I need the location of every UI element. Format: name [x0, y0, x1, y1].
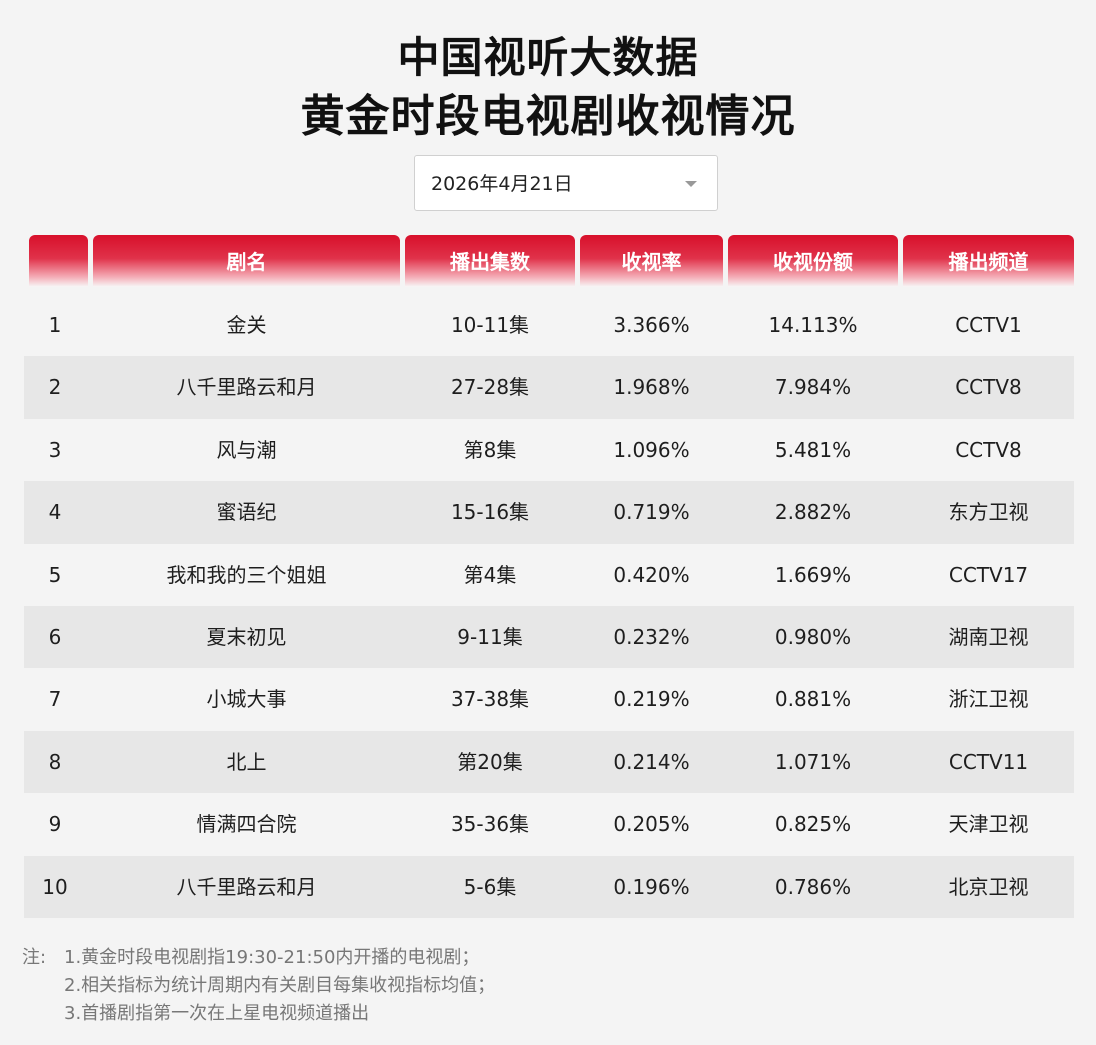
table-row: 3 风与潮 第8集 1.096% 5.481% CCTV8	[24, 419, 1074, 481]
header-rating: 收视率	[580, 235, 723, 287]
cell-rank: 6	[48, 624, 62, 649]
cell-channel: 天津卫视	[948, 812, 1029, 837]
cell-share: 14.113%	[768, 313, 858, 337]
footnote-line: 2.相关指标为统计周期内有关剧目每集收视指标均值；	[64, 975, 496, 996]
header-share: 收视份额	[728, 235, 898, 287]
cell-title: 情满四合院	[196, 812, 297, 837]
header-channel: 播出频道	[903, 235, 1074, 287]
cell-share: 0.980%	[774, 624, 852, 649]
cell-share: 5.481%	[774, 437, 852, 462]
cell-channel: CCTV8	[955, 437, 1022, 462]
cell-rating: 0.420%	[613, 562, 690, 587]
cell-rating: 0.196%	[613, 874, 690, 899]
cell-share: 0.786%	[774, 874, 852, 899]
cell-rank: 4	[48, 500, 62, 525]
cell-channel: CCTV1	[955, 313, 1022, 337]
cell-title: 八千里路云和月	[176, 874, 317, 899]
cell-channel: 东方卫视	[948, 500, 1029, 525]
cell-title: 北上	[226, 749, 267, 774]
page-title: 中国视听大数据	[397, 33, 699, 82]
footnote-prefix: 注:	[22, 947, 47, 968]
cell-title: 风与潮	[216, 437, 277, 462]
table-row: 10 八千里路云和月 5-6集 0.196% 0.786% 北京卫视	[24, 855, 1074, 918]
cell-share: 1.669%	[774, 562, 852, 587]
cell-episodes: 5-6集	[463, 874, 517, 899]
cell-rank: 1	[48, 313, 62, 337]
table-row: 2 八千里路云和月 27-28集 1.968% 7.984% CCTV8	[24, 356, 1074, 419]
cell-episodes: 37-38集	[450, 687, 530, 712]
cell-rank: 3	[48, 437, 62, 462]
date-select-value: 2026年4月21日	[431, 173, 573, 195]
chevron-down-icon	[685, 181, 697, 187]
cell-channel: CCTV11	[948, 749, 1029, 774]
cell-share: 1.071%	[774, 749, 852, 774]
cell-rating: 1.096%	[613, 437, 690, 462]
cell-rank: 9	[48, 812, 62, 837]
cell-rating: 0.719%	[613, 500, 690, 525]
date-select[interactable]: 2026年4月21日	[414, 155, 718, 211]
cell-share: 2.882%	[774, 500, 852, 525]
cell-share: 7.984%	[774, 375, 852, 400]
cell-rank: 5	[48, 562, 62, 587]
cell-channel: CCTV8	[955, 375, 1022, 400]
table-row: 1 金关 10-11集 3.366% 14.113% CCTV1	[24, 294, 1074, 356]
header-rank	[29, 235, 88, 287]
header-title: 剧名	[93, 235, 400, 287]
cell-rating: 1.968%	[613, 375, 690, 400]
cell-episodes: 35-36集	[450, 812, 530, 837]
cell-rating: 0.205%	[613, 812, 690, 837]
table-body: 1 金关 10-11集 3.366% 14.113% CCTV1 2 八千里路云和月 27-28…	[24, 294, 1074, 918]
cell-title: 蜜语纪	[216, 500, 277, 525]
cell-rating: 3.366%	[613, 313, 690, 337]
cell-title: 小城大事	[206, 687, 287, 712]
table-row: 4 蜜语纪 15-16集 0.719% 2.882% 东方卫视	[24, 481, 1074, 544]
cell-episodes: 27-28集	[450, 375, 530, 400]
footnote-line: 1.黄金时段电视剧指19:30-21:50内开播的电视剧；	[64, 947, 480, 968]
footnotes: 注: 1.黄金时段电视剧指19:30-21:50内开播的电视剧； 2.相关指标为…	[22, 944, 495, 1028]
table-row: 7 小城大事 37-38集 0.219% 0.881% 浙江卫视	[24, 668, 1074, 730]
cell-rating: 0.219%	[613, 687, 690, 712]
table-row: 8 北上 第20集 0.214% 1.071% CCTV11	[24, 730, 1074, 794]
cell-title: 夏末初见	[206, 624, 287, 649]
page-subtitle: 黄金时段电视剧收视情况	[300, 91, 796, 142]
cell-share: 0.825%	[774, 812, 852, 837]
cell-episodes: 9-11集	[457, 624, 523, 649]
cell-rating: 0.214%	[613, 749, 690, 774]
cell-channel: 浙江卫视	[948, 687, 1029, 712]
cell-episodes: 第20集	[457, 749, 523, 774]
header-episodes: 播出集数	[405, 235, 575, 287]
cell-episodes: 第4集	[463, 562, 517, 587]
cell-title: 我和我的三个姐姐	[166, 562, 327, 587]
table-row: 6 夏末初见 9-11集 0.232% 0.980% 湖南卫视	[24, 605, 1074, 669]
cell-channel: CCTV17	[948, 562, 1029, 587]
cell-rank: 8	[48, 749, 62, 774]
cell-share: 0.881%	[774, 687, 852, 712]
table-row: 5 我和我的三个姐姐 第4集 0.420% 1.669% CCTV17	[24, 544, 1074, 606]
cell-title: 八千里路云和月	[176, 375, 317, 400]
cell-rating: 0.232%	[613, 624, 690, 649]
footnote-line: 3.首播剧指第一次在上星电视频道播出	[64, 1003, 370, 1024]
table-header: 剧名 播出集数 收视率 收视份额 播出频道	[0, 235, 1096, 287]
cell-episodes: 15-16集	[450, 500, 530, 525]
cell-episodes: 第8集	[463, 437, 517, 462]
cell-rank: 10	[42, 874, 68, 899]
cell-channel: 北京卫视	[948, 874, 1029, 899]
cell-rank: 7	[48, 687, 62, 712]
cell-episodes: 10-11集	[450, 313, 530, 337]
table-row: 9 情满四合院 35-36集 0.205% 0.825% 天津卫视	[24, 793, 1074, 855]
cell-channel: 湖南卫视	[948, 624, 1029, 649]
cell-rank: 2	[48, 375, 62, 400]
cell-title: 金关	[226, 313, 267, 337]
